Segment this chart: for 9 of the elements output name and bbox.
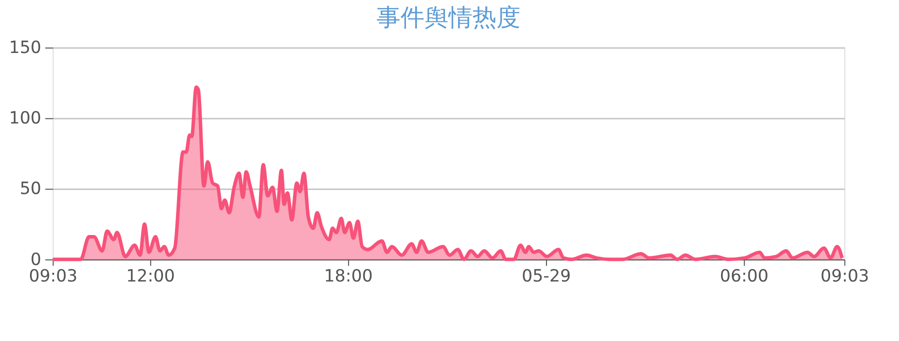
- y-tick-label: 50: [20, 178, 42, 198]
- x-tick-label: 18:00: [324, 266, 373, 286]
- x-tick-label: 09:03: [820, 266, 870, 286]
- x-tick-label: 06:00: [720, 266, 769, 286]
- x-tick-label: 05-29: [522, 266, 571, 286]
- chart-title: 事件舆情热度: [376, 4, 521, 32]
- x-tick-label: 12:00: [126, 266, 175, 286]
- y-tick-label: 100: [9, 108, 42, 128]
- y-tick-label: 150: [9, 37, 42, 58]
